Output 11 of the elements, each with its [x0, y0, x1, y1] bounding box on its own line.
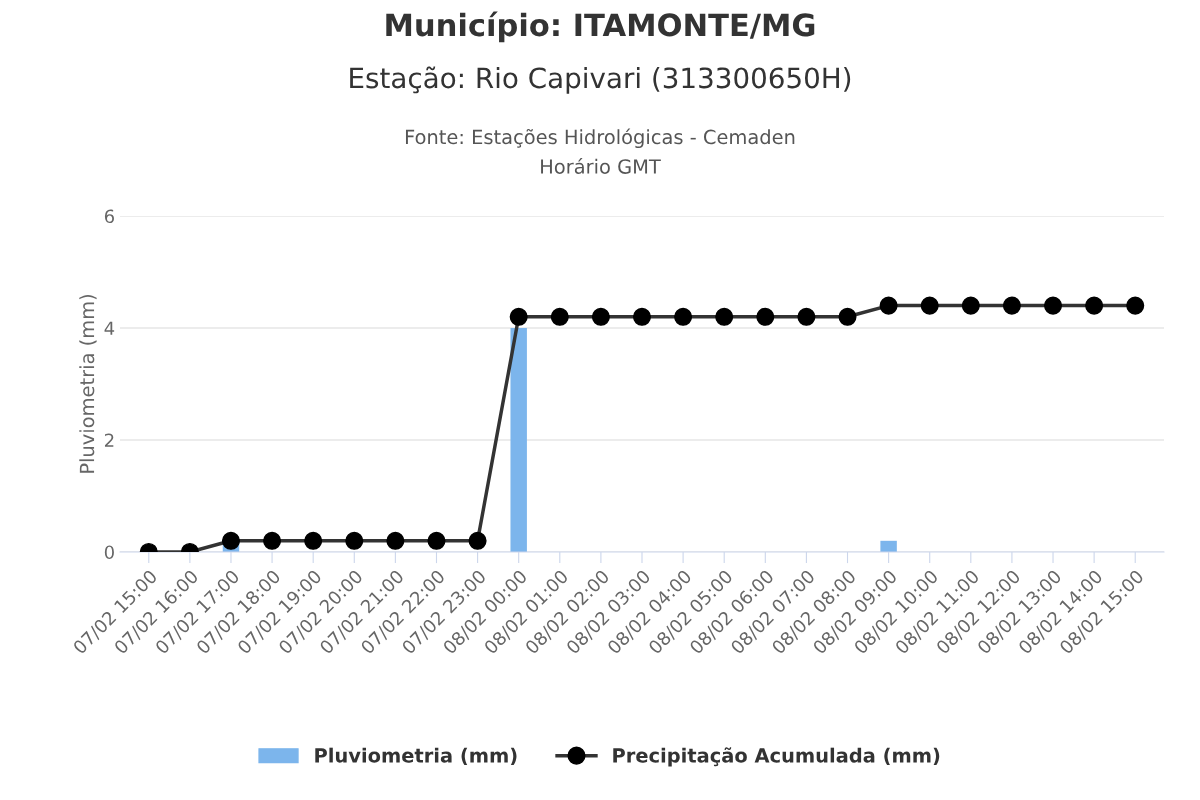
source-note: Fonte: Estações Hidrológicas - Cemaden	[405, 128, 795, 149]
y-tick-label: 2	[104, 433, 114, 447]
chart-title: Município: ITAMONTE/MG	[386, 11, 815, 43]
legend-label: Precipitação Acumulada (mm)	[613, 747, 940, 767]
y-tick-label: 4	[104, 321, 115, 335]
y-axis-title: Pluviometria (mm)	[79, 295, 97, 473]
chart-subtitle: Estação: Rio Capivari (313300650H)	[350, 66, 851, 94]
text: Horário GMT	[541, 158, 661, 174]
legend-label: Pluviometria (mm)	[315, 747, 517, 766]
y-tick-label: 6	[104, 209, 114, 224]
y-tick-label: 0	[104, 545, 114, 560]
